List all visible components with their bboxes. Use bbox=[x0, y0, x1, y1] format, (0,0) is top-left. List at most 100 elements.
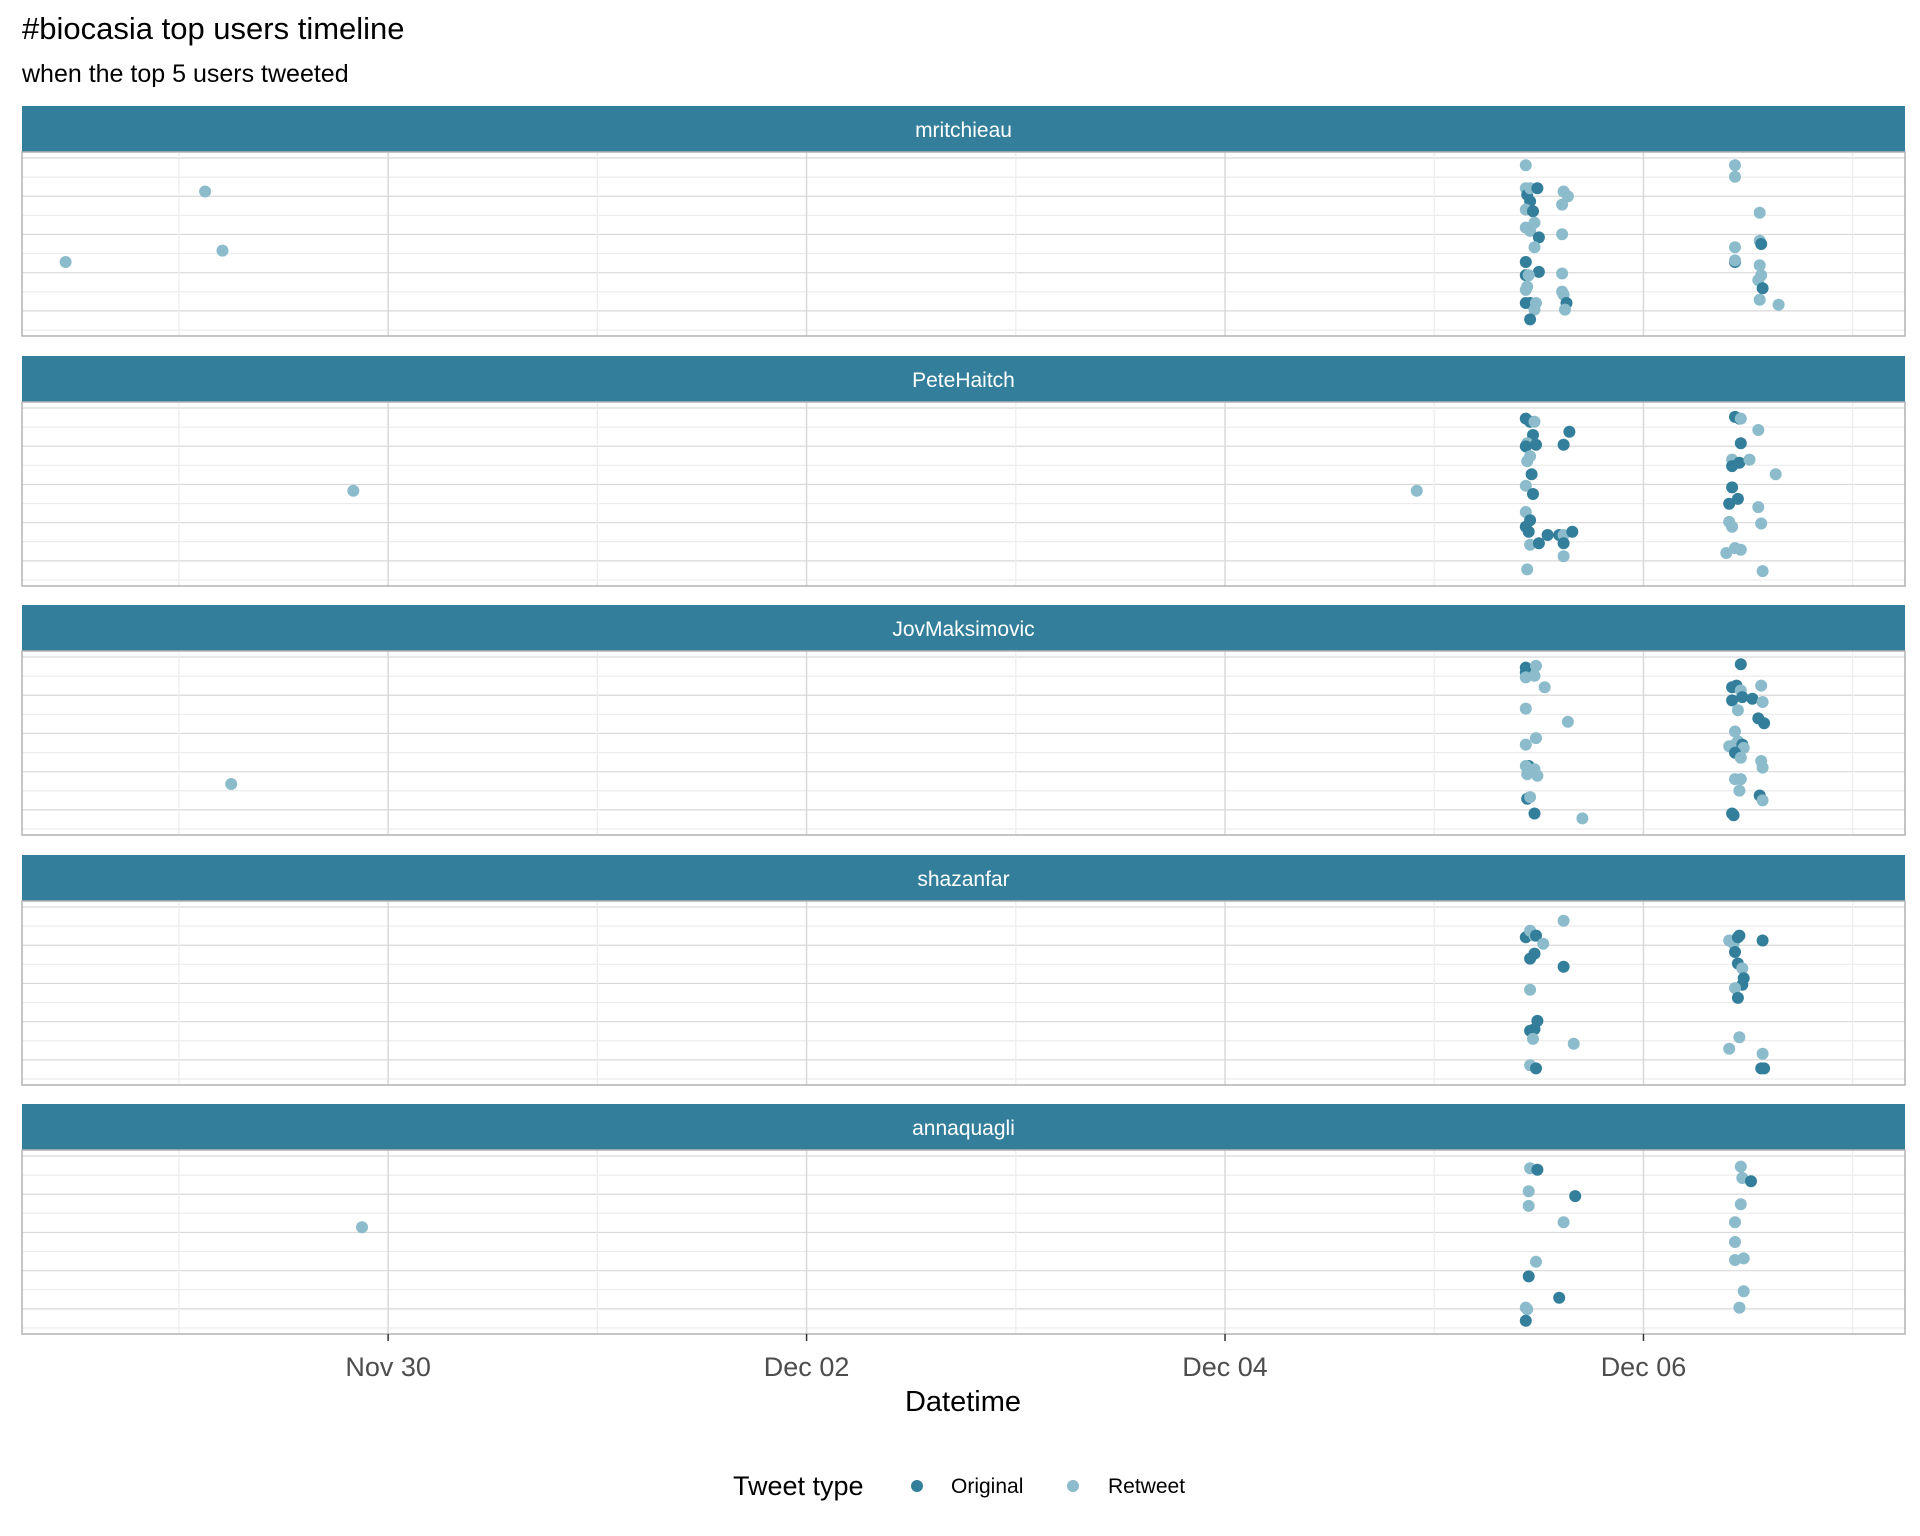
tweet-point-original bbox=[1527, 488, 1539, 500]
legend-original-label: Original bbox=[951, 1475, 1023, 1498]
tweet-point-retweet bbox=[1557, 1216, 1570, 1229]
tweet-point-original bbox=[1532, 231, 1545, 244]
tweet-point-retweet bbox=[1772, 298, 1785, 311]
panel-border bbox=[21, 151, 1906, 337]
tweet-point-retweet bbox=[1755, 679, 1768, 692]
tweet-point-original bbox=[1522, 525, 1535, 538]
tweet-point-retweet bbox=[1753, 206, 1766, 219]
tweet-point-original bbox=[1756, 282, 1769, 295]
tweet-point-retweet bbox=[1734, 543, 1747, 556]
tweet-point-original bbox=[1745, 1175, 1757, 1188]
tweet-point-original bbox=[1563, 425, 1576, 438]
tweet-point-retweet bbox=[1576, 812, 1589, 825]
tweet-point-original bbox=[1557, 960, 1570, 973]
tweet-point-retweet bbox=[1733, 1301, 1746, 1314]
tweet-point-retweet bbox=[1753, 259, 1766, 272]
tweet-point-original bbox=[1531, 182, 1544, 195]
tweet-point-retweet bbox=[1528, 303, 1541, 316]
tweet-point-retweet bbox=[1522, 269, 1535, 282]
tweet-point-retweet bbox=[1729, 170, 1741, 183]
tweet-point-retweet bbox=[59, 256, 72, 268]
tweet-point-original bbox=[1733, 456, 1746, 469]
tweet-point-original bbox=[1733, 929, 1746, 942]
tweet-point-retweet bbox=[1726, 520, 1739, 533]
tweet-point-original bbox=[1553, 1291, 1566, 1304]
tweet-point-original bbox=[1729, 946, 1741, 958]
tweet-point-retweet bbox=[1756, 1047, 1769, 1060]
legend-retweet-label: Retweet bbox=[1108, 1475, 1185, 1498]
facet-panels: mritchieau PeteHaitch JovMaksimovic shazanf… bbox=[21, 106, 1906, 1335]
tweet-point-original bbox=[1519, 256, 1532, 268]
x-tick-label: Dec 04 bbox=[1182, 1352, 1268, 1382]
tweet-point-retweet bbox=[1567, 1037, 1580, 1050]
panel-border bbox=[21, 401, 1906, 587]
tweet-point-original bbox=[1524, 313, 1537, 326]
chart-subtitle: when the top 5 users tweeted bbox=[21, 60, 349, 88]
tweet-point-retweet bbox=[1729, 1216, 1741, 1229]
tweet-point-retweet bbox=[1733, 784, 1746, 797]
tweet-point-original bbox=[1734, 658, 1747, 671]
tweet-point-retweet bbox=[1756, 696, 1769, 708]
tweet-point-original bbox=[1557, 537, 1570, 550]
tweet-point-original bbox=[1566, 525, 1579, 538]
legend-retweet-dot bbox=[1067, 1480, 1079, 1492]
chart-title: #biocasia top users timeline bbox=[22, 11, 405, 46]
tweet-point-retweet bbox=[1519, 159, 1532, 172]
tweet-point-retweet bbox=[1410, 484, 1423, 497]
tweet-point-original bbox=[1532, 265, 1545, 278]
legend-title: Tweet type bbox=[733, 1471, 864, 1501]
tweet-point-retweet bbox=[1729, 1236, 1741, 1248]
facet-strip-label: annaquagli bbox=[912, 1117, 1015, 1140]
tweet-point-retweet bbox=[1729, 241, 1741, 254]
tweet-point-original bbox=[1736, 691, 1749, 704]
tweet-point-retweet bbox=[1729, 982, 1741, 995]
tweet-point-retweet bbox=[1519, 479, 1532, 492]
tweet-point-original bbox=[1519, 440, 1532, 453]
tweet-point-original bbox=[1756, 934, 1769, 947]
tweet-point-retweet bbox=[1519, 283, 1532, 296]
tweet-point-original bbox=[1528, 807, 1541, 820]
facet-strip-label: PeteHaitch bbox=[912, 369, 1015, 392]
tweet-point-retweet bbox=[1556, 198, 1569, 211]
facet-annaquagli: annaquagli bbox=[21, 1104, 1906, 1335]
tweet-point-retweet bbox=[1521, 455, 1534, 468]
tweet-point-retweet bbox=[1524, 791, 1537, 804]
tweet-point-retweet bbox=[1521, 768, 1534, 781]
tweet-point-original bbox=[1557, 438, 1570, 451]
tweet-point-retweet bbox=[1729, 1254, 1741, 1266]
facet-strip-label: shazanfar bbox=[917, 868, 1009, 891]
x-axis-title: Datetime bbox=[905, 1386, 1021, 1418]
tweet-point-retweet bbox=[1538, 681, 1551, 694]
tweet-point-retweet bbox=[1530, 1255, 1542, 1268]
x-tick-label: Dec 06 bbox=[1601, 1352, 1687, 1382]
tweet-point-retweet bbox=[1521, 563, 1534, 576]
tweet-point-retweet bbox=[1559, 303, 1571, 316]
tweet-point-retweet bbox=[347, 484, 360, 497]
panel-border bbox=[21, 650, 1906, 836]
tweet-point-original bbox=[1569, 1190, 1582, 1203]
tweet-point-retweet bbox=[1731, 704, 1744, 717]
tweet-point-retweet bbox=[1743, 453, 1756, 466]
tweet-point-original bbox=[1530, 1062, 1542, 1075]
tweet-point-retweet bbox=[1524, 983, 1537, 996]
tweet-point-retweet bbox=[1729, 159, 1741, 172]
tweet-point-retweet bbox=[1733, 1031, 1746, 1044]
facet-strip bbox=[22, 605, 1905, 651]
tweet-point-retweet bbox=[216, 244, 229, 257]
tweet-point-retweet bbox=[1522, 1185, 1535, 1198]
facet-strip bbox=[22, 106, 1905, 152]
tweet-point-original bbox=[1527, 205, 1539, 218]
tweet-point-retweet bbox=[1734, 412, 1747, 425]
tweet-point-retweet bbox=[1723, 1042, 1736, 1055]
tweet-point-original bbox=[1758, 1062, 1771, 1075]
tweet-point-original bbox=[1530, 438, 1542, 451]
tweet-point-retweet bbox=[1755, 517, 1768, 530]
tweet-point-retweet bbox=[1519, 738, 1532, 751]
tweet-point-retweet bbox=[1519, 671, 1532, 684]
tweet-point-retweet bbox=[1557, 914, 1570, 927]
tweet-point-retweet bbox=[1531, 769, 1544, 782]
tweet-point-retweet bbox=[1530, 732, 1542, 745]
facet-strip bbox=[22, 1104, 1905, 1150]
tweet-point-retweet bbox=[1737, 741, 1750, 754]
